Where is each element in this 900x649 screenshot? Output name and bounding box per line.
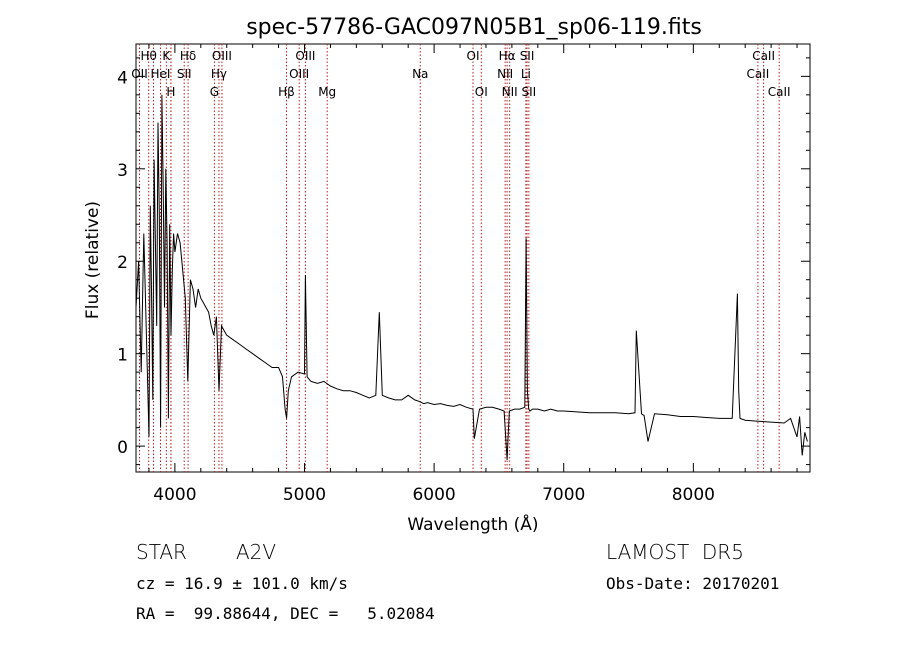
- y-tick-label: 3: [117, 161, 128, 181]
- line-label: Hα: [499, 49, 516, 63]
- line-label: OI: [467, 49, 480, 63]
- line-label: CaII: [752, 49, 775, 63]
- x-tick-label: 5000: [283, 485, 326, 505]
- line-label: OIII: [295, 49, 315, 63]
- line-label: OI: [475, 85, 488, 99]
- chart-title: spec-57786-GAC097N05B1_sp06-119.fits: [246, 15, 702, 40]
- line-label: OIII: [212, 49, 232, 63]
- line-label: CaII: [746, 67, 769, 81]
- x-tick-label: 8000: [672, 485, 715, 505]
- line-label: OIII: [289, 67, 309, 81]
- line-label: NII: [497, 67, 513, 81]
- line-label: NII: [502, 85, 518, 99]
- y-tick-label: 2: [117, 253, 128, 273]
- y-tick-label: 4: [117, 68, 128, 88]
- x-tick-label: 7000: [542, 485, 585, 505]
- line-label: SII: [520, 49, 535, 63]
- y-tick-label: 1: [117, 346, 128, 366]
- line-label: SII: [177, 67, 192, 81]
- line-label: Li: [521, 67, 531, 81]
- line-label: Hθ: [141, 49, 157, 63]
- line-label: HeI: [151, 67, 171, 81]
- line-label: CaII: [768, 85, 791, 99]
- line-label: G: [210, 85, 219, 99]
- line-label: Hβ: [278, 85, 295, 99]
- x-tick-label: 6000: [412, 485, 455, 505]
- observation-date: Obs-Date: 20170201: [606, 574, 780, 593]
- y-axis-label: Flux (relative): [83, 201, 103, 319]
- x-axis-label: Wavelength (Å): [407, 513, 538, 535]
- line-label: Mg: [318, 85, 336, 99]
- x-tick-label: 4000: [153, 485, 196, 505]
- line-label: Hδ: [180, 49, 196, 63]
- line-label: Na: [412, 67, 428, 81]
- emission-line-markers: [138, 44, 780, 472]
- x-axis-ticks: 4000 5000 6000 7000 8000: [148, 44, 798, 505]
- line-label: Hγ: [211, 67, 227, 81]
- line-label: SII: [522, 85, 537, 99]
- line-label: H: [166, 85, 175, 99]
- object-class: STAR: [136, 540, 187, 564]
- spectral-subclass: A2V: [236, 540, 277, 564]
- y-axis-ticks: 0 1 2 3 4: [117, 57, 810, 466]
- line-label: K: [162, 49, 171, 63]
- ra-dec-coordinates: RA = 99.88644, DEC = 5.02084: [136, 604, 435, 623]
- redshift-velocity: cz = 16.9 ± 101.0 km/s: [136, 574, 348, 593]
- spectrum-series-line: [135, 94, 808, 461]
- emission-line-labels: Hθ K Hδ OIII OIII OI Hα SII CaII OII HeI SII Hγ OIII N…: [131, 49, 790, 99]
- line-label: OII: [131, 67, 148, 81]
- survey-name: LAMOST DR5: [606, 540, 744, 564]
- y-tick-label: 0: [117, 438, 128, 458]
